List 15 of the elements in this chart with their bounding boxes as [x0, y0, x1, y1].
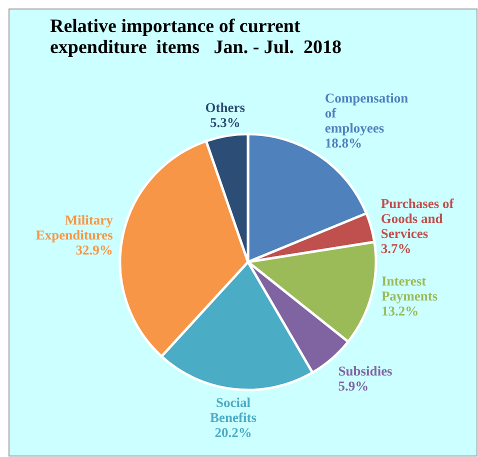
- chart-title: Relative importance of current expenditure items Jan. - Jul. 2018: [50, 16, 342, 58]
- slice-label: Interest Payments: [381, 274, 438, 304]
- slice-label: Subsidies: [338, 363, 392, 378]
- data-label: 5.3%: [210, 114, 240, 130]
- data-label: 5.9%: [338, 378, 369, 394]
- data-label: 18.8%: [324, 136, 362, 151]
- data-label: 32.9%: [76, 242, 113, 258]
- slice-label: Military Expenditures: [36, 212, 114, 242]
- slice-label: Purchases of Goods and Services: [380, 196, 454, 241]
- data-label: 20.2%: [214, 425, 252, 440]
- slice-label: Compensation of employees: [324, 90, 409, 136]
- data-label: 3.7%: [380, 240, 412, 256]
- slice-label: Social Benefits: [210, 395, 257, 426]
- slice-label: Others: [205, 100, 246, 115]
- data-label: 13.2%: [381, 304, 419, 319]
